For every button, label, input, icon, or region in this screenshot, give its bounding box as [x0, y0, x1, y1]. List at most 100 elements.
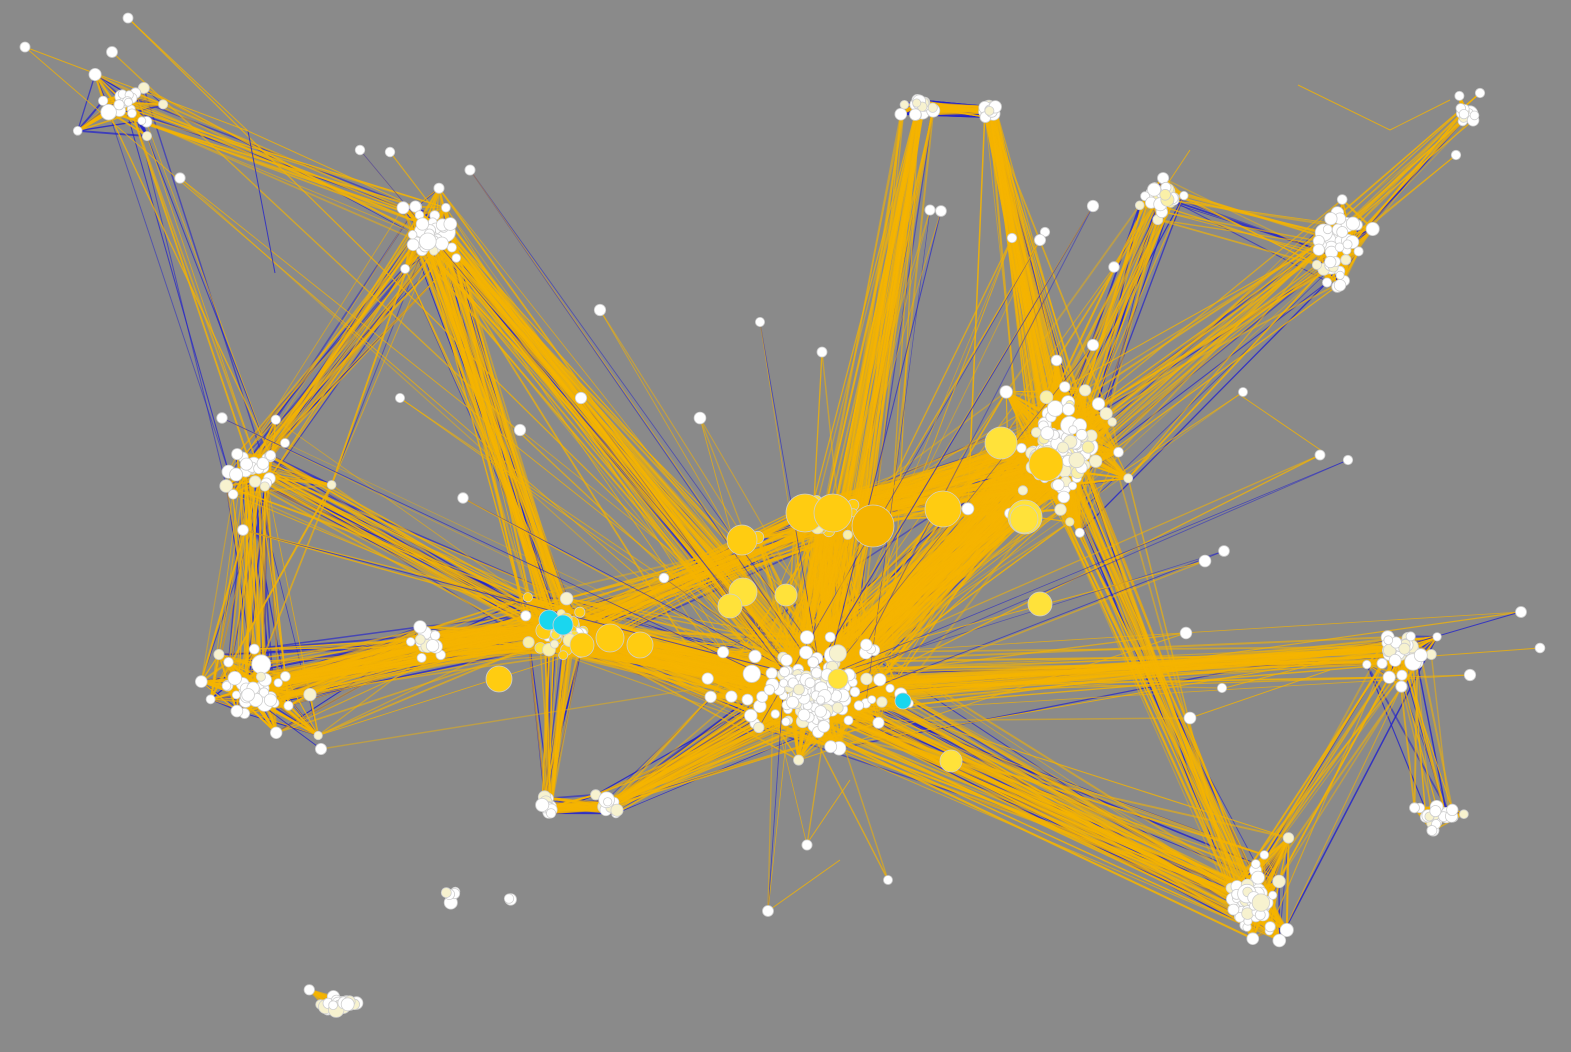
graph-node[interactable]	[258, 687, 270, 698]
graph-node[interactable]	[831, 701, 844, 714]
graph-node[interactable]	[1068, 451, 1085, 469]
graph-node[interactable]	[1099, 407, 1113, 421]
graph-node[interactable]	[1062, 402, 1076, 416]
graph-node[interactable]	[779, 678, 789, 688]
graph-node[interactable]	[1335, 270, 1345, 280]
graph-node[interactable]	[894, 107, 908, 121]
graph-node[interactable]	[522, 636, 535, 649]
graph-node[interactable]	[912, 98, 922, 108]
graph-node[interactable]	[1054, 503, 1067, 516]
graph-node[interactable]	[1251, 870, 1265, 885]
graph-node[interactable]	[1396, 669, 1408, 681]
graph-node[interactable]	[1322, 277, 1333, 288]
graph-node[interactable]	[340, 997, 355, 1012]
graph-node-large[interactable]	[851, 504, 895, 548]
graph-node[interactable]	[1074, 527, 1085, 538]
graph-node[interactable]	[249, 475, 262, 488]
graph-node[interactable]	[1413, 648, 1428, 663]
graph-node-large[interactable]	[726, 524, 758, 556]
graph-node[interactable]	[1458, 109, 1470, 120]
graph-node[interactable]	[195, 675, 208, 688]
graph-node[interactable]	[872, 716, 885, 729]
graph-node[interactable]	[503, 893, 515, 904]
graph-node[interactable]	[1050, 354, 1063, 367]
nodes-layer[interactable]	[19, 12, 1546, 1018]
graph-node[interactable]	[701, 672, 714, 685]
graph-node[interactable]	[1179, 191, 1189, 201]
graph-node[interactable]	[231, 690, 241, 700]
graph-node[interactable]	[100, 103, 117, 121]
graph-node[interactable]	[303, 687, 317, 702]
graph-node[interactable]	[763, 684, 776, 696]
graph-node[interactable]	[1395, 680, 1408, 693]
graph-node[interactable]	[1113, 446, 1124, 458]
graph-node[interactable]	[535, 798, 550, 813]
graph-node[interactable]	[440, 887, 452, 898]
graph-node[interactable]	[256, 457, 270, 470]
graph-node[interactable]	[227, 489, 239, 500]
graph-node-highlight[interactable]	[552, 614, 574, 636]
graph-node[interactable]	[574, 391, 588, 405]
graph-node[interactable]	[1227, 903, 1240, 916]
graph-node[interactable]	[1218, 545, 1230, 557]
graph-node[interactable]	[1183, 711, 1197, 725]
graph-node[interactable]	[885, 683, 895, 693]
graph-node[interactable]	[1179, 626, 1193, 640]
graph-node[interactable]	[1108, 261, 1120, 273]
graph-node[interactable]	[1432, 632, 1442, 642]
graph-node[interactable]	[1081, 440, 1095, 454]
graph-node[interactable]	[425, 639, 440, 653]
graph-node[interactable]	[781, 717, 791, 727]
graph-node[interactable]	[229, 467, 244, 482]
graph-node[interactable]	[843, 715, 854, 726]
graph-node[interactable]	[1075, 428, 1088, 441]
graph-node[interactable]	[1425, 649, 1437, 660]
graph-node[interactable]	[876, 696, 888, 708]
graph-node[interactable]	[314, 743, 327, 756]
graph-node[interactable]	[658, 572, 670, 584]
graph-node[interactable]	[451, 253, 462, 263]
graph-node[interactable]	[1469, 110, 1480, 121]
graph-node[interactable]	[1388, 654, 1402, 667]
graph-node[interactable]	[255, 671, 266, 682]
graph-node[interactable]	[303, 984, 315, 996]
graph-node[interactable]	[780, 654, 793, 667]
graph-node[interactable]	[829, 644, 847, 663]
graph-node[interactable]	[716, 646, 730, 659]
graph-node[interactable]	[1515, 606, 1527, 618]
graph-node[interactable]	[263, 693, 278, 707]
graph-node[interactable]	[1079, 384, 1092, 397]
graph-node[interactable]	[1147, 182, 1162, 197]
graph-node[interactable]	[231, 448, 244, 461]
graph-node[interactable]	[72, 126, 83, 136]
graph-node[interactable]	[1365, 221, 1380, 236]
graph-node[interactable]	[1459, 809, 1469, 819]
graph-node[interactable]	[741, 693, 754, 706]
graph-node[interactable]	[1282, 832, 1295, 844]
graph-node[interactable]	[1376, 657, 1388, 669]
graph-node[interactable]	[1322, 224, 1333, 235]
graph-node[interactable]	[1450, 149, 1462, 161]
graph-node[interactable]	[873, 672, 887, 687]
graph-node[interactable]	[205, 694, 216, 705]
graph-node[interactable]	[1324, 255, 1337, 269]
graph-node[interactable]	[1134, 200, 1145, 211]
graph-node[interactable]	[860, 672, 873, 686]
graph-node[interactable]	[1086, 199, 1100, 213]
graph-node[interactable]	[1065, 517, 1075, 527]
graph-node[interactable]	[786, 695, 799, 709]
graph-node[interactable]	[574, 606, 586, 618]
graph-node[interactable]	[1091, 397, 1106, 411]
graph-node[interactable]	[1052, 478, 1065, 492]
graph-node[interactable]	[400, 263, 411, 274]
graph-node[interactable]	[558, 650, 569, 661]
graph-node[interactable]	[270, 726, 283, 740]
graph-node[interactable]	[239, 457, 253, 471]
graph-node[interactable]	[213, 649, 225, 661]
graph-node[interactable]	[1089, 454, 1103, 468]
graph-node[interactable]	[961, 502, 975, 516]
graph-node[interactable]	[88, 68, 102, 82]
graph-node[interactable]	[1259, 850, 1270, 860]
graph-node[interactable]	[1006, 232, 1018, 244]
graph-node[interactable]	[1017, 485, 1029, 496]
